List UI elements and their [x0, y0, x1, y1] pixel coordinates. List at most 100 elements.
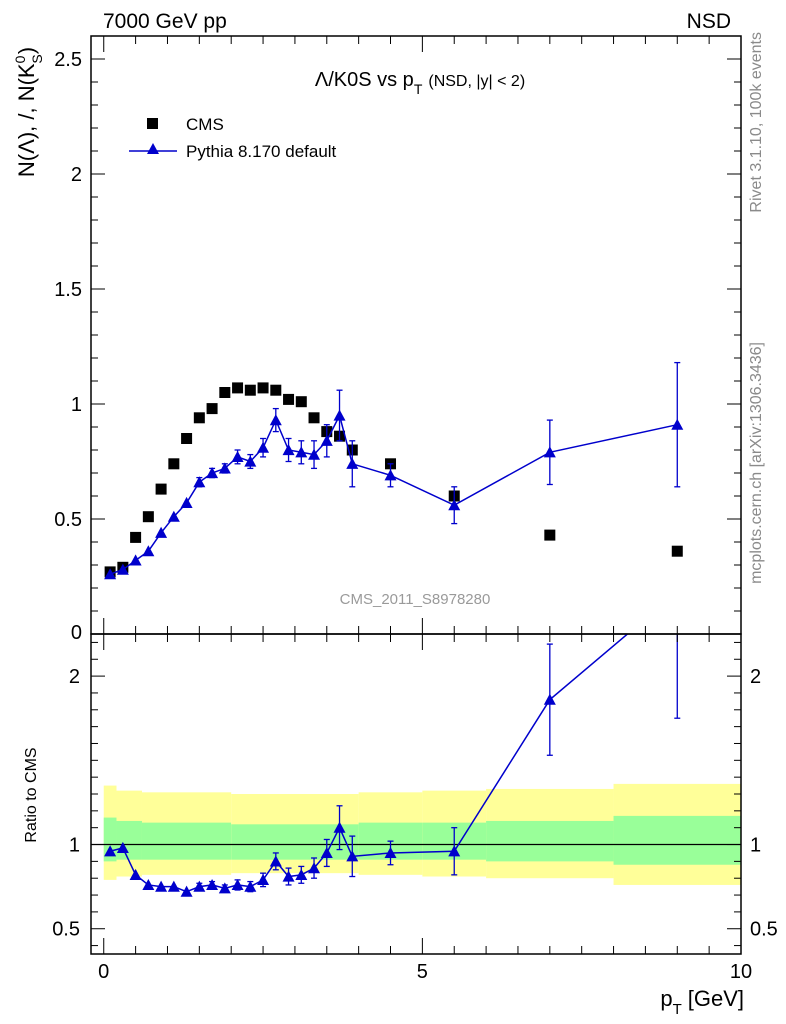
- pythia-data-point: [671, 418, 684, 430]
- ratio-data-point: [269, 855, 282, 867]
- cms-data-point: [142, 511, 154, 523]
- legend-pythia-marker: [147, 143, 159, 154]
- xlabel-sub: T: [673, 1001, 682, 1018]
- y-tick-label: 2.5: [54, 49, 82, 71]
- ratio-data-point: [206, 878, 219, 891]
- pythia-data-point: [129, 554, 142, 566]
- uncertainty-band-inner: [486, 820, 614, 862]
- pythia-data-point: [193, 476, 206, 488]
- pythia-data-point: [155, 526, 168, 538]
- pythia-data-point: [448, 499, 461, 511]
- ratio-data-point: [282, 870, 295, 882]
- pythia-data-point: [543, 446, 556, 458]
- ratio-data-point: [180, 885, 193, 897]
- pythia-data-point: [180, 496, 193, 508]
- ylabel-sub: S: [29, 54, 45, 63]
- x-tick-label: 10: [730, 961, 752, 983]
- ratio-data-point: [104, 845, 117, 857]
- ratio-data-point: [257, 873, 270, 885]
- ratio-data-point: [448, 845, 461, 857]
- ratio-data-point: [231, 878, 244, 891]
- x-tick-label: 5: [417, 961, 428, 983]
- cms-data-point: [130, 531, 142, 543]
- ratio-data-point: [167, 880, 180, 892]
- cms-data-point: [283, 393, 295, 405]
- ratio-data-point: [155, 880, 168, 892]
- cms-data-point: [671, 545, 683, 557]
- pythia-data-point: [320, 434, 333, 446]
- header-right-label: NSD: [687, 10, 731, 33]
- uncertainty-band-inner: [141, 822, 232, 860]
- ratio-y-axis-label: Ratio to CMS: [23, 747, 40, 842]
- cms-data-point: [295, 396, 307, 408]
- ratio-data-point: [218, 882, 231, 894]
- pythia-data-point: [104, 568, 117, 580]
- ratio-data-point: [384, 846, 397, 859]
- main-plot-panel: 0.5 1 1.5 2 2.5 0 Λ/K0S vs pT (NSD, |y| < 2) N…: [12, 35, 742, 644]
- watermark-label: CMS_2011_S8978280: [340, 591, 491, 608]
- pythia-data-point: [333, 409, 346, 421]
- pythia-data-point: [295, 446, 308, 458]
- ratio-y-tick-label-right: 2: [750, 666, 761, 688]
- pythia-data-point: [116, 563, 129, 575]
- x-axis-label: pT [GeV]: [660, 986, 744, 1018]
- cms-data-point: [257, 382, 269, 394]
- pythia-data-point: [231, 450, 244, 462]
- title-main: Λ/K0S vs p: [315, 69, 414, 91]
- ratio-y-tick-label-left: 2: [69, 666, 80, 688]
- pythia-data-point: [282, 444, 295, 456]
- ratio-data-point: [320, 846, 333, 859]
- cms-data-point: [206, 403, 218, 415]
- y-tick-label: 0.5: [54, 509, 82, 531]
- pythia-data-point: [308, 448, 321, 460]
- main-y-axis-label: N(Λ), /, N(K0S): [12, 47, 45, 177]
- cms-data-point: [270, 384, 282, 396]
- pythia-data-point: [384, 469, 397, 481]
- y-tick-label: 2: [71, 164, 82, 186]
- ratio-y-tick-label-right: 1: [750, 835, 761, 857]
- ratio-y-tick-label-left: 0.5: [52, 919, 80, 941]
- cms-data-point: [155, 483, 167, 495]
- pythia-data-point: [257, 441, 270, 453]
- pythia-data-point: [269, 414, 282, 426]
- pythia-data-point: [206, 467, 219, 479]
- legend: CMS Pythia 8.170 default: [129, 115, 337, 161]
- pythia-data-point: [244, 455, 257, 467]
- cms-data-point: [244, 384, 256, 396]
- pythia-data-point: [142, 545, 155, 557]
- title-suffix: (NSD, |y| < 2): [428, 73, 525, 90]
- y-tick-label: 1: [71, 394, 82, 416]
- legend-pythia-label: Pythia 8.170 default: [186, 142, 337, 161]
- xlabel-unit: [GeV]: [688, 986, 744, 1011]
- y-tick-label-zero: 0: [71, 622, 82, 644]
- ylabel-close: ): [14, 47, 39, 54]
- ratio-data-point: [295, 868, 308, 880]
- legend-cms-label: CMS: [186, 115, 224, 134]
- xlabel-main: p: [660, 986, 672, 1011]
- cms-data-point: [219, 387, 231, 398]
- rivet-version-label: Rivet 3.1.10, 100k events: [748, 32, 765, 213]
- header-left-label: 7000 GeV pp: [103, 10, 227, 33]
- ratio-data-point: [308, 862, 321, 874]
- ratio-y-tick-label-left: 1: [69, 835, 80, 857]
- ratio-data-point: [244, 880, 257, 892]
- cms-data-point: [544, 529, 556, 541]
- mcplots-reference-label: mcplots.cern.ch [arXiv:1306.3436]: [748, 342, 765, 584]
- cms-data-point: [168, 458, 180, 470]
- main-plot-title: Λ/K0S vs pT (NSD, |y| < 2): [315, 69, 525, 97]
- ratio-y-tick-label-right: 0.5: [750, 919, 778, 941]
- ratio-data-point: [129, 868, 142, 880]
- ratio-data-point: [671, 586, 683, 597]
- pythia-data-point: [346, 457, 359, 469]
- cms-data-point: [232, 382, 244, 394]
- x-tick-label: 0: [98, 961, 109, 983]
- ratio-data-point: [346, 850, 359, 862]
- main-y-axis-ticks: 0.5 1 1.5 2 2.5 0: [54, 36, 742, 644]
- ratio-axis-ticks: 0.5 0.5 1 1 2 2 0 5 10: [52, 634, 778, 983]
- ylabel-sup: 0: [12, 55, 28, 63]
- uncertainty-band-inner: [116, 820, 142, 860]
- cms-data-point: [193, 412, 205, 424]
- cms-data-point: [181, 433, 193, 444]
- pythia-data-point: [167, 510, 180, 522]
